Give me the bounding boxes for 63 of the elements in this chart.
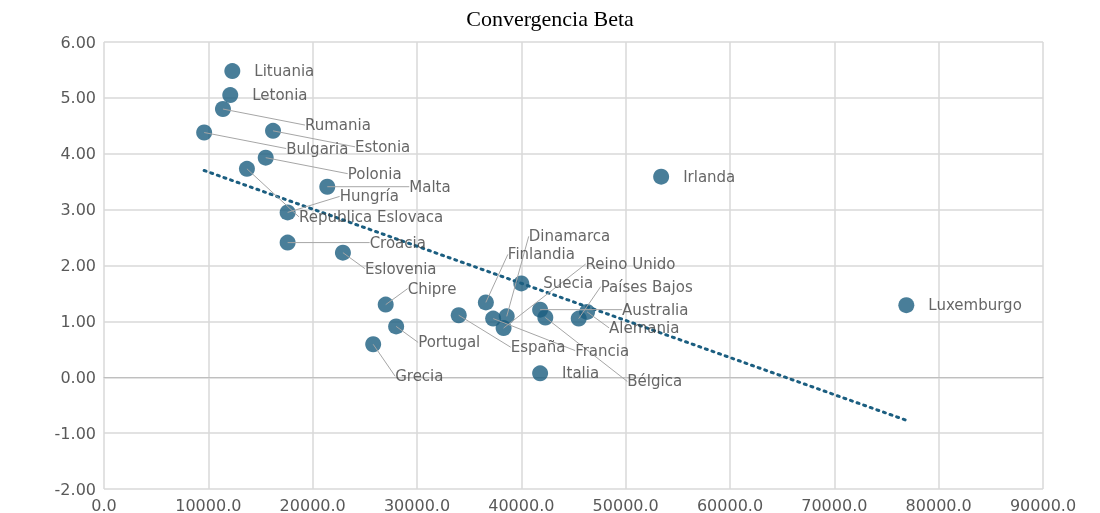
annotation: Estonia xyxy=(355,137,411,156)
x-tick-label: 80000.0 xyxy=(905,495,972,513)
point xyxy=(319,178,336,195)
point xyxy=(279,234,296,251)
y-tick-label: 0.00 xyxy=(60,367,96,387)
annotation: Luxemburgo xyxy=(928,296,1022,315)
annotation: Hungría xyxy=(339,187,399,206)
annotation: Grecia xyxy=(395,367,444,386)
annotation: Australia xyxy=(622,300,689,319)
y-tick-label: 4.00 xyxy=(60,144,96,164)
x-tick-label: 60000.0 xyxy=(696,495,764,513)
point xyxy=(570,310,587,327)
annotation: Letonia xyxy=(252,86,308,105)
annotation: Bulgaria xyxy=(286,139,349,158)
point xyxy=(265,122,282,139)
point xyxy=(196,124,213,141)
annotation: Rumania xyxy=(304,116,371,135)
x-tick-label: 40000.0 xyxy=(488,495,555,513)
annotation: Lituania xyxy=(254,62,315,81)
annotation: Malta xyxy=(409,177,451,196)
point xyxy=(477,294,494,311)
annotation: Chipre xyxy=(407,279,457,298)
point xyxy=(450,307,467,324)
point xyxy=(388,318,405,335)
annotation: Eslovenia xyxy=(364,259,437,278)
y-tick-label: 1.00 xyxy=(60,311,96,331)
annotation: Bélgica xyxy=(627,372,683,391)
x-tick-label: 10000.0 xyxy=(175,495,242,513)
point xyxy=(365,336,382,353)
point xyxy=(513,275,530,292)
x-tick-label: 20000.0 xyxy=(279,495,346,513)
point xyxy=(537,309,554,326)
x-tick-label: 70000.0 xyxy=(801,495,868,513)
annotation: Portugal xyxy=(418,333,481,352)
annotation: España xyxy=(510,338,566,357)
point xyxy=(898,297,915,314)
point xyxy=(214,101,231,118)
point xyxy=(224,63,241,80)
annotation: Países Bajos xyxy=(600,277,693,296)
y-tick-label: -1.00 xyxy=(54,423,96,443)
point xyxy=(532,365,549,382)
annotation: Finlandia xyxy=(507,245,575,264)
point xyxy=(222,87,239,104)
annotation: Francia xyxy=(575,341,630,360)
x-tick-label: 30000.0 xyxy=(383,495,451,513)
chart-title: Convergencia Beta xyxy=(466,5,635,31)
y-tick-label: 2.00 xyxy=(60,256,96,275)
x-tick-label: 50000.0 xyxy=(592,495,659,513)
point xyxy=(334,244,351,261)
point xyxy=(653,168,670,185)
annotation: Dinamarca xyxy=(528,227,611,246)
x-tick-label: 90000.0 xyxy=(1009,495,1077,513)
y-tick-label: 3.00 xyxy=(60,200,96,220)
annotation: Reino Unido xyxy=(585,255,676,274)
annotation: Polonia xyxy=(347,164,402,183)
y-tick-label: 6.00 xyxy=(60,32,96,52)
annotation: Suecia xyxy=(543,274,594,293)
point xyxy=(377,296,394,313)
point xyxy=(238,160,255,177)
point xyxy=(257,149,274,166)
annotation: Irlanda xyxy=(683,167,736,186)
annotation: Italia xyxy=(562,364,600,383)
y-tick-label: 5.00 xyxy=(60,88,96,108)
